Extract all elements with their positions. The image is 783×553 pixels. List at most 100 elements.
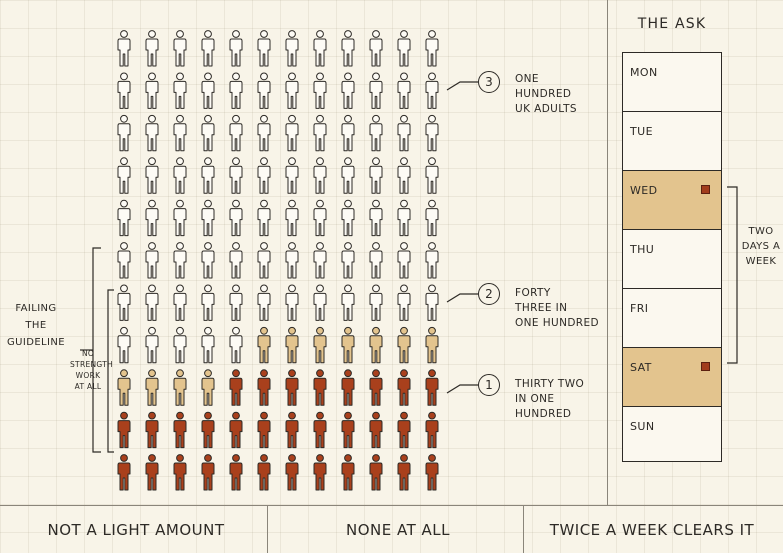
person-icon (341, 326, 355, 364)
person-icon (117, 369, 131, 406)
person-icon (397, 326, 411, 364)
person-icon (229, 284, 243, 321)
person-icon (229, 411, 243, 449)
person-icon (397, 72, 411, 109)
person-icon (145, 411, 159, 449)
person-icon (173, 326, 187, 364)
person-icon (397, 411, 411, 449)
footer-separator (523, 505, 524, 553)
person-icon (173, 369, 187, 406)
person-icon (173, 157, 187, 194)
person-icon (285, 199, 299, 237)
footer-label-twice-a-week: TWICE A WEEK CLEARS IT (549, 521, 755, 539)
person-icon (341, 411, 355, 449)
person-icon (341, 369, 355, 406)
people-grid (117, 30, 439, 491)
person-icon (145, 114, 159, 152)
callout-2-number: 2 (478, 283, 500, 305)
callout-3-leader (446, 81, 478, 91)
person-icon (397, 30, 411, 67)
callout-2-leader (446, 293, 478, 303)
person-icon (313, 326, 327, 364)
person-icon (341, 199, 355, 237)
footer-separator (267, 505, 268, 553)
person-icon (313, 30, 327, 67)
person-icon (117, 242, 131, 279)
person-icon (145, 284, 159, 321)
person-icon (285, 411, 299, 449)
person-icon (313, 411, 327, 449)
person-icon (257, 369, 271, 406)
person-icon (257, 242, 271, 279)
person-icon (369, 114, 383, 152)
person-icon (425, 30, 439, 67)
day-thu: THU (623, 230, 721, 289)
person-icon (117, 157, 131, 194)
person-icon (173, 199, 187, 237)
person-icon (341, 30, 355, 67)
person-icon (285, 72, 299, 109)
week-bracket (727, 186, 738, 364)
callout-2-text: FORTY THREE IN ONE HUNDRED (515, 287, 600, 329)
person-icon (257, 326, 271, 364)
person-icon (257, 72, 271, 109)
person-icon (145, 369, 159, 406)
person-icon (369, 369, 383, 406)
callout-1-leader (446, 384, 478, 394)
person-icon (145, 72, 159, 109)
person-icon (425, 199, 439, 237)
person-icon (229, 30, 243, 67)
person-icon (257, 157, 271, 194)
person-icon (173, 284, 187, 321)
person-icon (369, 411, 383, 449)
day-label: FRI (630, 302, 649, 315)
day-fri: FRI (623, 289, 721, 348)
annotation-lines (80, 81, 738, 453)
failing-guideline-label: FAILING THE GUIDELINE (7, 303, 65, 348)
person-icon (285, 157, 299, 194)
person-icon (313, 72, 327, 109)
person-icon (313, 284, 327, 321)
person-icon (117, 30, 131, 67)
person-icon (229, 199, 243, 237)
callout-3-number: 3 (478, 71, 500, 93)
person-icon (313, 369, 327, 406)
person-icon (117, 326, 131, 364)
person-icon (201, 114, 215, 152)
person-icon (369, 284, 383, 321)
person-icon (369, 157, 383, 194)
person-icon (369, 199, 383, 237)
callout-3-text: ONE HUNDRED UK ADULTS (515, 73, 577, 115)
person-icon (285, 284, 299, 321)
person-icon (229, 72, 243, 109)
person-icon (173, 454, 187, 491)
no-strength-label: NO STRENGTH WORK AT ALL (70, 349, 114, 391)
person-icon (397, 157, 411, 194)
selected-day-marker (701, 362, 710, 371)
person-icon (117, 72, 131, 109)
person-icon (257, 411, 271, 449)
footer-label-light-amount: NOT A LIGHT AMOUNT (47, 521, 225, 539)
person-icon (201, 454, 215, 491)
day-sat: SAT (623, 348, 721, 407)
day-sun: SUN (623, 407, 721, 461)
people-grid-panel (117, 30, 439, 491)
person-icon (117, 199, 131, 237)
person-icon (369, 72, 383, 109)
person-icon (313, 242, 327, 279)
day-label: TUE (630, 125, 653, 138)
person-icon (201, 369, 215, 406)
person-icon (117, 411, 131, 449)
day-wed: WED (623, 171, 721, 230)
day-label: MON (630, 66, 658, 79)
person-icon (313, 157, 327, 194)
day-label: WED (630, 184, 658, 197)
person-icon (341, 242, 355, 279)
person-icon (341, 157, 355, 194)
person-icon (257, 199, 271, 237)
person-icon (117, 284, 131, 321)
person-icon (341, 284, 355, 321)
person-icon (397, 284, 411, 321)
person-icon (285, 242, 299, 279)
person-icon (201, 326, 215, 364)
